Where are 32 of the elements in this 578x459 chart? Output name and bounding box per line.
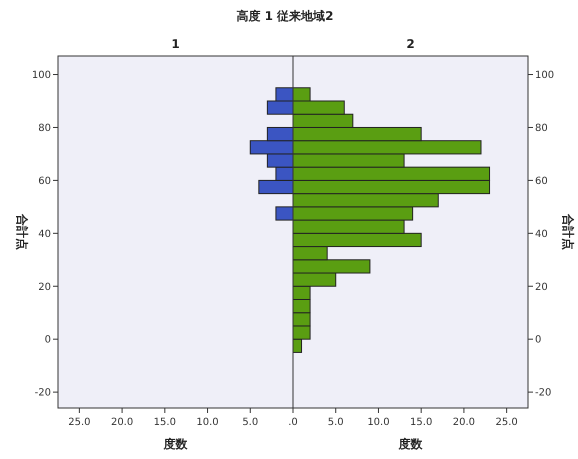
y-tick-label: 0 <box>535 334 542 346</box>
y-tick-label: 40 <box>535 228 548 240</box>
y-axis-title: 合計点 <box>561 213 575 250</box>
x-tick-label: 10.0 <box>196 417 219 428</box>
x-tick-label: 15.0 <box>154 417 176 428</box>
x-tick-label: 5.0 <box>242 417 258 428</box>
y-tick-label: 100 <box>32 70 51 82</box>
y-tick-label: 40 <box>38 228 51 240</box>
x-tick-label: 15.0 <box>410 417 432 428</box>
y-tick-label: 80 <box>38 122 51 134</box>
y-tick-label: 20 <box>535 282 548 293</box>
chart-subtitle: 1 <box>171 37 180 51</box>
chart-subtitle: 2 <box>406 37 415 51</box>
x-tick-label: 20.0 <box>452 417 476 428</box>
x-axis-title: 度数 <box>398 437 424 451</box>
y-tick-label: -20 <box>535 388 552 399</box>
x-tick-label: .0 <box>288 417 298 428</box>
chart-title: 高度 1 従来地域2 <box>236 9 334 23</box>
y-tick-label: 20 <box>38 282 51 293</box>
y-axis-title: 合計点 <box>15 213 29 250</box>
y-tick-label: 60 <box>38 176 51 187</box>
y-tick-label: 100 <box>535 70 554 82</box>
y-tick-label: -20 <box>34 388 51 399</box>
x-axis-title: 度数 <box>162 437 188 451</box>
x-tick-label: 25.0 <box>68 417 90 428</box>
x-tick-label: 10.0 <box>367 417 390 428</box>
x-tick-label: 5.0 <box>328 417 344 428</box>
y-tick-label: 60 <box>535 176 548 187</box>
y-tick-label: 80 <box>535 122 548 134</box>
x-tick-label: 20.0 <box>110 417 134 428</box>
x-tick-label: 25.0 <box>496 417 518 428</box>
y-tick-label: 0 <box>44 334 51 346</box>
